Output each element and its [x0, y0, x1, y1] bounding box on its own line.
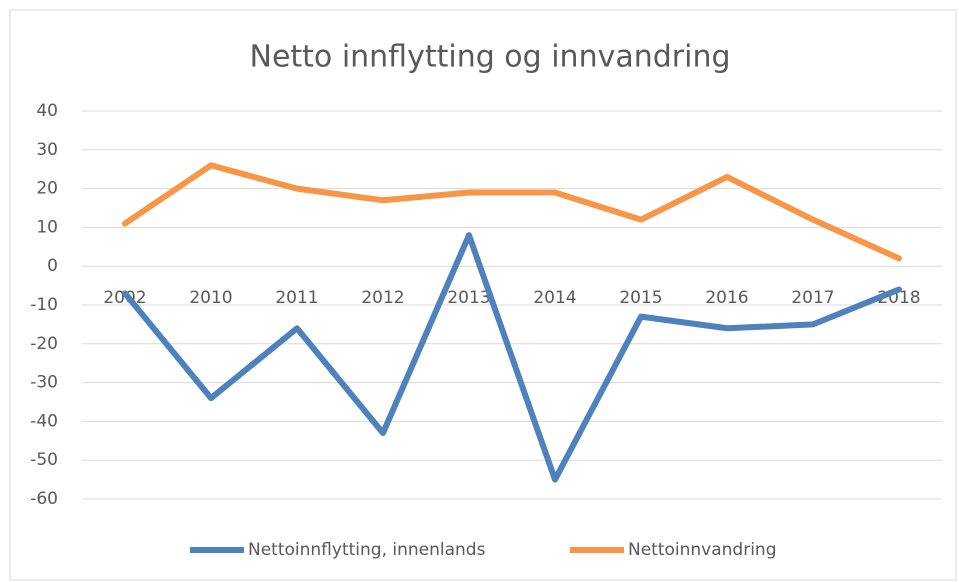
x-tick-label: 2014 — [533, 288, 576, 308]
x-tick-label: 2010 — [189, 288, 232, 308]
y-tick-label: 0 — [47, 256, 58, 276]
y-tick-label: -50 — [30, 450, 58, 470]
x-tick-label: 2017 — [791, 288, 834, 308]
x-tick-label: 2011 — [275, 288, 318, 308]
y-tick-label: -60 — [30, 489, 58, 509]
x-tick-label: 2015 — [619, 288, 662, 308]
y-tick-label: 30 — [36, 140, 58, 160]
y-tick-label: 40 — [36, 101, 58, 121]
y-tick-label: 20 — [36, 179, 58, 199]
y-tick-label: 10 — [36, 217, 58, 237]
legend-label: Nettoinnvandring — [628, 540, 777, 560]
x-tick-label: 2016 — [705, 288, 748, 308]
chart-title: Netto innflytting og innvandring — [250, 40, 731, 75]
line — [122, 162, 902, 262]
chart-frame — [9, 9, 957, 581]
x-tick-label: 2013 — [447, 288, 490, 308]
y-tick-label: -30 — [30, 373, 58, 393]
line — [122, 232, 902, 483]
y-tick-label: -20 — [30, 334, 58, 354]
x-tick-label: 2012 — [361, 288, 404, 308]
legend-label: Nettoinnflytting, innenlands — [248, 540, 486, 560]
y-tick-label: -40 — [30, 411, 58, 431]
y-tick-label: -10 — [30, 295, 58, 315]
